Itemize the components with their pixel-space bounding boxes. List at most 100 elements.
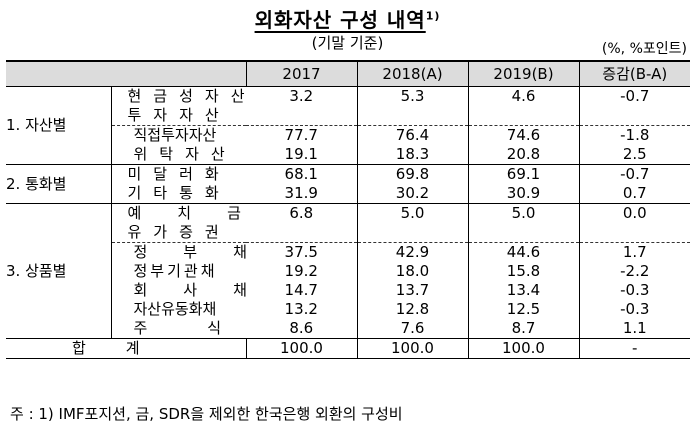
cell-change: -2.2 [620, 262, 650, 280]
cell-2017: 19.2 [246, 262, 358, 281]
cell-change: 0.7 [622, 184, 647, 202]
row-label: 유가증권 [127, 223, 231, 241]
table-row: 직접투자자산 77.7 76.4 74.6 -1.8 [6, 125, 690, 145]
cell-change: -0.7 [579, 86, 690, 106]
table-row: 1. 자산별 현금성자산 3.2 5.3 4.6 -0.7 [6, 86, 690, 165]
cell-2019: 15.8 [468, 262, 580, 281]
row-label: 주식 [110, 319, 246, 339]
header-blank [6, 60, 247, 87]
cell-change [579, 223, 690, 243]
row-label: 예치금 [111, 203, 246, 223]
cell-2017: 19.1 [246, 145, 358, 165]
total-label: 합계 [6, 338, 247, 359]
cell-2018: 18.0 [357, 262, 469, 281]
table-row: 2. 통화별 미달러화 68.1 69.8 69.1 -0.7 [6, 164, 690, 204]
row-label: 회사채 [110, 281, 247, 300]
cell-change: 0.0 [579, 203, 690, 223]
table-row: 회사채 14.7 13.7 13.4 -0.3 [6, 281, 690, 300]
table-row: 위탁자산 19.1 18.3 20.8 2.5 [6, 145, 690, 165]
row-label: 투자자산 [127, 106, 231, 124]
subtitle: (기말 기준) [311, 34, 384, 52]
header-2019: 2019(B) [468, 60, 580, 87]
cell-2019: 8.7 [468, 319, 580, 339]
row-label: 미달러화 [111, 164, 246, 184]
cell-2019: 13.4 [468, 281, 580, 300]
header-row: 2017 2018(A) 2019(B) 증감(B-A) [6, 60, 690, 87]
cell-2018: 18.3 [357, 145, 469, 165]
table-row: 정부기관채 19.2 18.0 15.8 -2.2 [6, 262, 690, 281]
title-footnote-mark: 1) [425, 9, 441, 23]
asset-composition-table: 2017 2018(A) 2019(B) 증감(B-A) 1. 자산별 현금성자… [6, 60, 690, 359]
cell-2017: 31.9 [246, 184, 358, 204]
total-2018: 100.0 [357, 338, 469, 359]
row-label: 자산유동화채 [110, 300, 246, 319]
cell-2017: 37.5 [246, 242, 358, 262]
cell-2017: 77.7 [246, 125, 358, 145]
unit-label: (%, %포인트) [601, 41, 687, 57]
group-product: 3. 상품별 [6, 203, 112, 339]
cell-2018: 69.8 [357, 164, 469, 184]
cell-2019: 5.0 [468, 203, 580, 223]
cell-change: 2.5 [622, 145, 647, 163]
cell-2019: 69.1 [468, 164, 580, 184]
total-row: 합계 100.0 100.0 100.0 - [6, 338, 690, 359]
cell-2018: 12.8 [357, 300, 469, 319]
table-row: 유가증권 [6, 223, 690, 243]
cell-2019: 30.9 [468, 184, 580, 204]
cell-2017: 8.6 [246, 319, 358, 339]
cell-2017 [246, 223, 358, 243]
cell-change: -0.3 [620, 281, 650, 299]
total-2017: 100.0 [246, 338, 358, 359]
cell-2019 [468, 106, 580, 126]
header-change: 증감(B-A) [579, 60, 690, 87]
cell-2018: 13.7 [357, 281, 469, 300]
cell-2018: 76.4 [357, 125, 469, 145]
table-row: 자산유동화채 13.2 12.8 12.5 -0.3 [6, 300, 690, 319]
row-label: 정부기관채 [110, 262, 246, 281]
row-label: 정부채 [110, 242, 247, 262]
cell-2019: 20.8 [468, 145, 580, 165]
cell-change: -0.3 [620, 300, 650, 318]
cell-2017: 14.7 [246, 281, 358, 300]
footnote: 주 : 1) IMF포지션, 금, SDR을 제외한 한국은행 외환의 구성비 [10, 405, 403, 423]
cell-2019 [468, 223, 580, 243]
cell-2017: 3.2 [246, 86, 358, 106]
header-2018: 2018(A) [357, 60, 469, 87]
cell-2019: 44.6 [468, 242, 580, 262]
group-assets: 1. 자산별 [6, 86, 112, 165]
cell-change: -0.7 [579, 164, 690, 184]
cell-2018: 42.9 [357, 242, 469, 262]
table-row: 주식 8.6 7.6 8.7 1.1 [6, 319, 690, 339]
header-2017: 2017 [246, 60, 358, 87]
total-2019: 100.0 [468, 338, 580, 359]
table-title: 외화자산 구성 내역1) [0, 4, 695, 33]
cell-change: 1.1 [622, 319, 647, 337]
cell-change: 1.7 [579, 242, 690, 262]
cell-2017: 68.1 [246, 164, 358, 184]
cell-2017: 6.8 [246, 203, 358, 223]
cell-2018 [357, 223, 469, 243]
cell-2018: 7.6 [357, 319, 469, 339]
row-label: 현금성자산 [111, 86, 246, 106]
table-row: 정부채 37.5 42.9 44.6 1.7 [6, 242, 690, 262]
table-row: 투자자산 [6, 106, 690, 126]
cell-change [579, 106, 690, 126]
row-label: 직접투자자산 [110, 125, 246, 145]
cell-2019: 12.5 [468, 300, 580, 319]
row-label: 기타통화 [127, 184, 231, 202]
group-currency: 2. 통화별 [6, 164, 112, 204]
table-row: 3. 상품별 예치금 6.8 5.0 5.0 0.0 [6, 203, 690, 339]
cell-2019: 74.6 [468, 125, 580, 145]
cell-2018 [357, 106, 469, 126]
cell-2017: 13.2 [246, 300, 358, 319]
row-label: 위탁자산 [110, 145, 246, 165]
table-row: 기타통화 31.9 30.2 30.9 0.7 [6, 184, 690, 204]
cell-change: -1.8 [579, 125, 690, 145]
cell-2018: 5.3 [357, 86, 469, 106]
cell-2018: 30.2 [357, 184, 469, 204]
cell-2019: 4.6 [468, 86, 580, 106]
title-text: 외화자산 구성 내역 [254, 8, 426, 32]
cell-2018: 5.0 [357, 203, 469, 223]
cell-2017 [246, 106, 358, 126]
total-change: - [579, 338, 690, 359]
